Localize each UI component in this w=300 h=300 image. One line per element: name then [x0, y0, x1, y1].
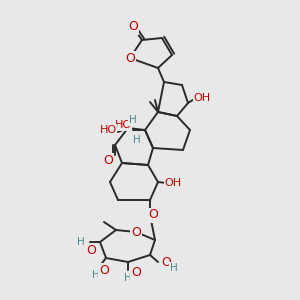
- Text: O: O: [148, 208, 158, 221]
- Text: O: O: [128, 20, 138, 34]
- Text: O: O: [125, 52, 135, 64]
- Text: O: O: [131, 266, 141, 280]
- Text: O: O: [161, 256, 171, 268]
- Text: O: O: [86, 244, 96, 256]
- Text: OH: OH: [164, 178, 182, 188]
- Text: H: H: [129, 115, 137, 125]
- Text: H: H: [170, 263, 178, 273]
- Text: O: O: [99, 263, 109, 277]
- Text: H: H: [133, 135, 141, 145]
- Text: H: H: [77, 237, 85, 247]
- Text: H: H: [124, 273, 132, 283]
- Text: H: H: [92, 270, 100, 280]
- Text: HO: HO: [99, 125, 117, 135]
- Text: O: O: [103, 154, 113, 166]
- Text: OH: OH: [194, 93, 211, 103]
- Text: O: O: [131, 226, 141, 238]
- Text: HO: HO: [114, 120, 132, 130]
